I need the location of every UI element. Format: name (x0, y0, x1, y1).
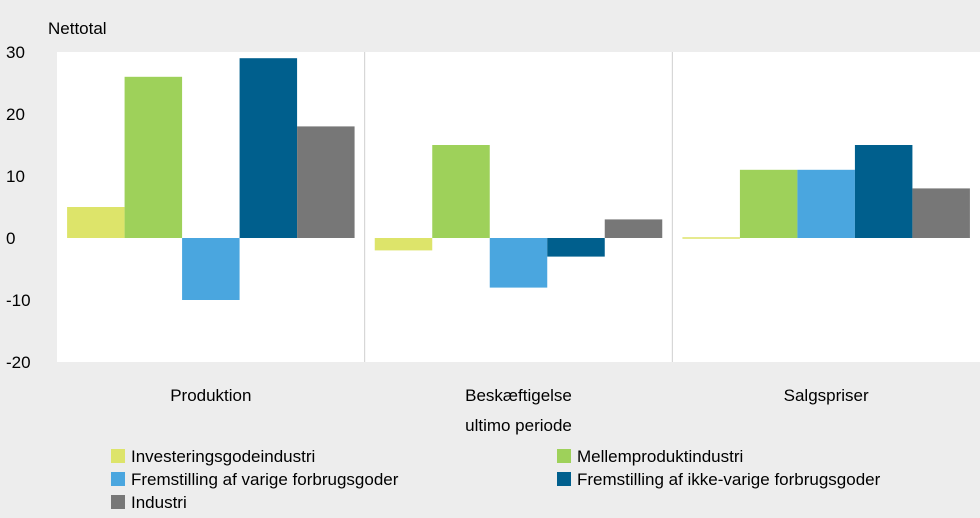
bar (547, 238, 605, 257)
bar (682, 237, 740, 239)
bar (912, 188, 970, 238)
bar (67, 207, 125, 238)
legend-swatch (111, 495, 125, 509)
bars (67, 58, 970, 300)
bar (124, 76, 183, 238)
x-category-label: Salgspriser (784, 386, 869, 405)
bar (297, 126, 355, 238)
legend-label: Fremstilling af varige forbrugsgoder (131, 470, 399, 489)
y-axis-ticks: 30 20 10 0 -10 -20 (6, 43, 31, 372)
legend-swatch (557, 472, 571, 486)
x-category-label: ultimo periode (465, 416, 572, 435)
bar (489, 238, 548, 288)
y-tick-label: 0 (6, 229, 15, 248)
bar (604, 219, 663, 238)
legend: Investeringsgodeindustri Mellemproduktind… (111, 447, 881, 512)
legend-label: Industri (131, 493, 187, 512)
y-tick-label: 30 (6, 43, 25, 62)
legend-label: Investeringsgodeindustri (131, 447, 315, 466)
legend-swatch (111, 472, 125, 486)
bar (797, 169, 855, 238)
category-separators (364, 52, 673, 362)
legend-swatch (557, 449, 571, 463)
x-axis-categories: Produktion Beskæftigelse ultimo periode Sal… (170, 386, 869, 435)
y-tick-label: 20 (6, 105, 25, 124)
legend-label: Fremstilling af ikke-varige forbrugsgode… (577, 470, 881, 489)
y-axis-label: Nettotal (48, 19, 107, 38)
bar (739, 169, 798, 238)
x-category-label: Beskæftigelse (465, 386, 572, 405)
bar (239, 58, 298, 239)
y-tick-label: -20 (6, 353, 31, 372)
bar (374, 238, 433, 251)
y-tick-label: -10 (6, 291, 31, 310)
bar (182, 238, 240, 300)
bar (432, 145, 490, 238)
legend-swatch (111, 449, 125, 463)
x-category-label: Produktion (170, 386, 251, 405)
bar (854, 145, 913, 238)
y-tick-label: 10 (6, 167, 25, 186)
legend-label: Mellemproduktindustri (577, 447, 743, 466)
